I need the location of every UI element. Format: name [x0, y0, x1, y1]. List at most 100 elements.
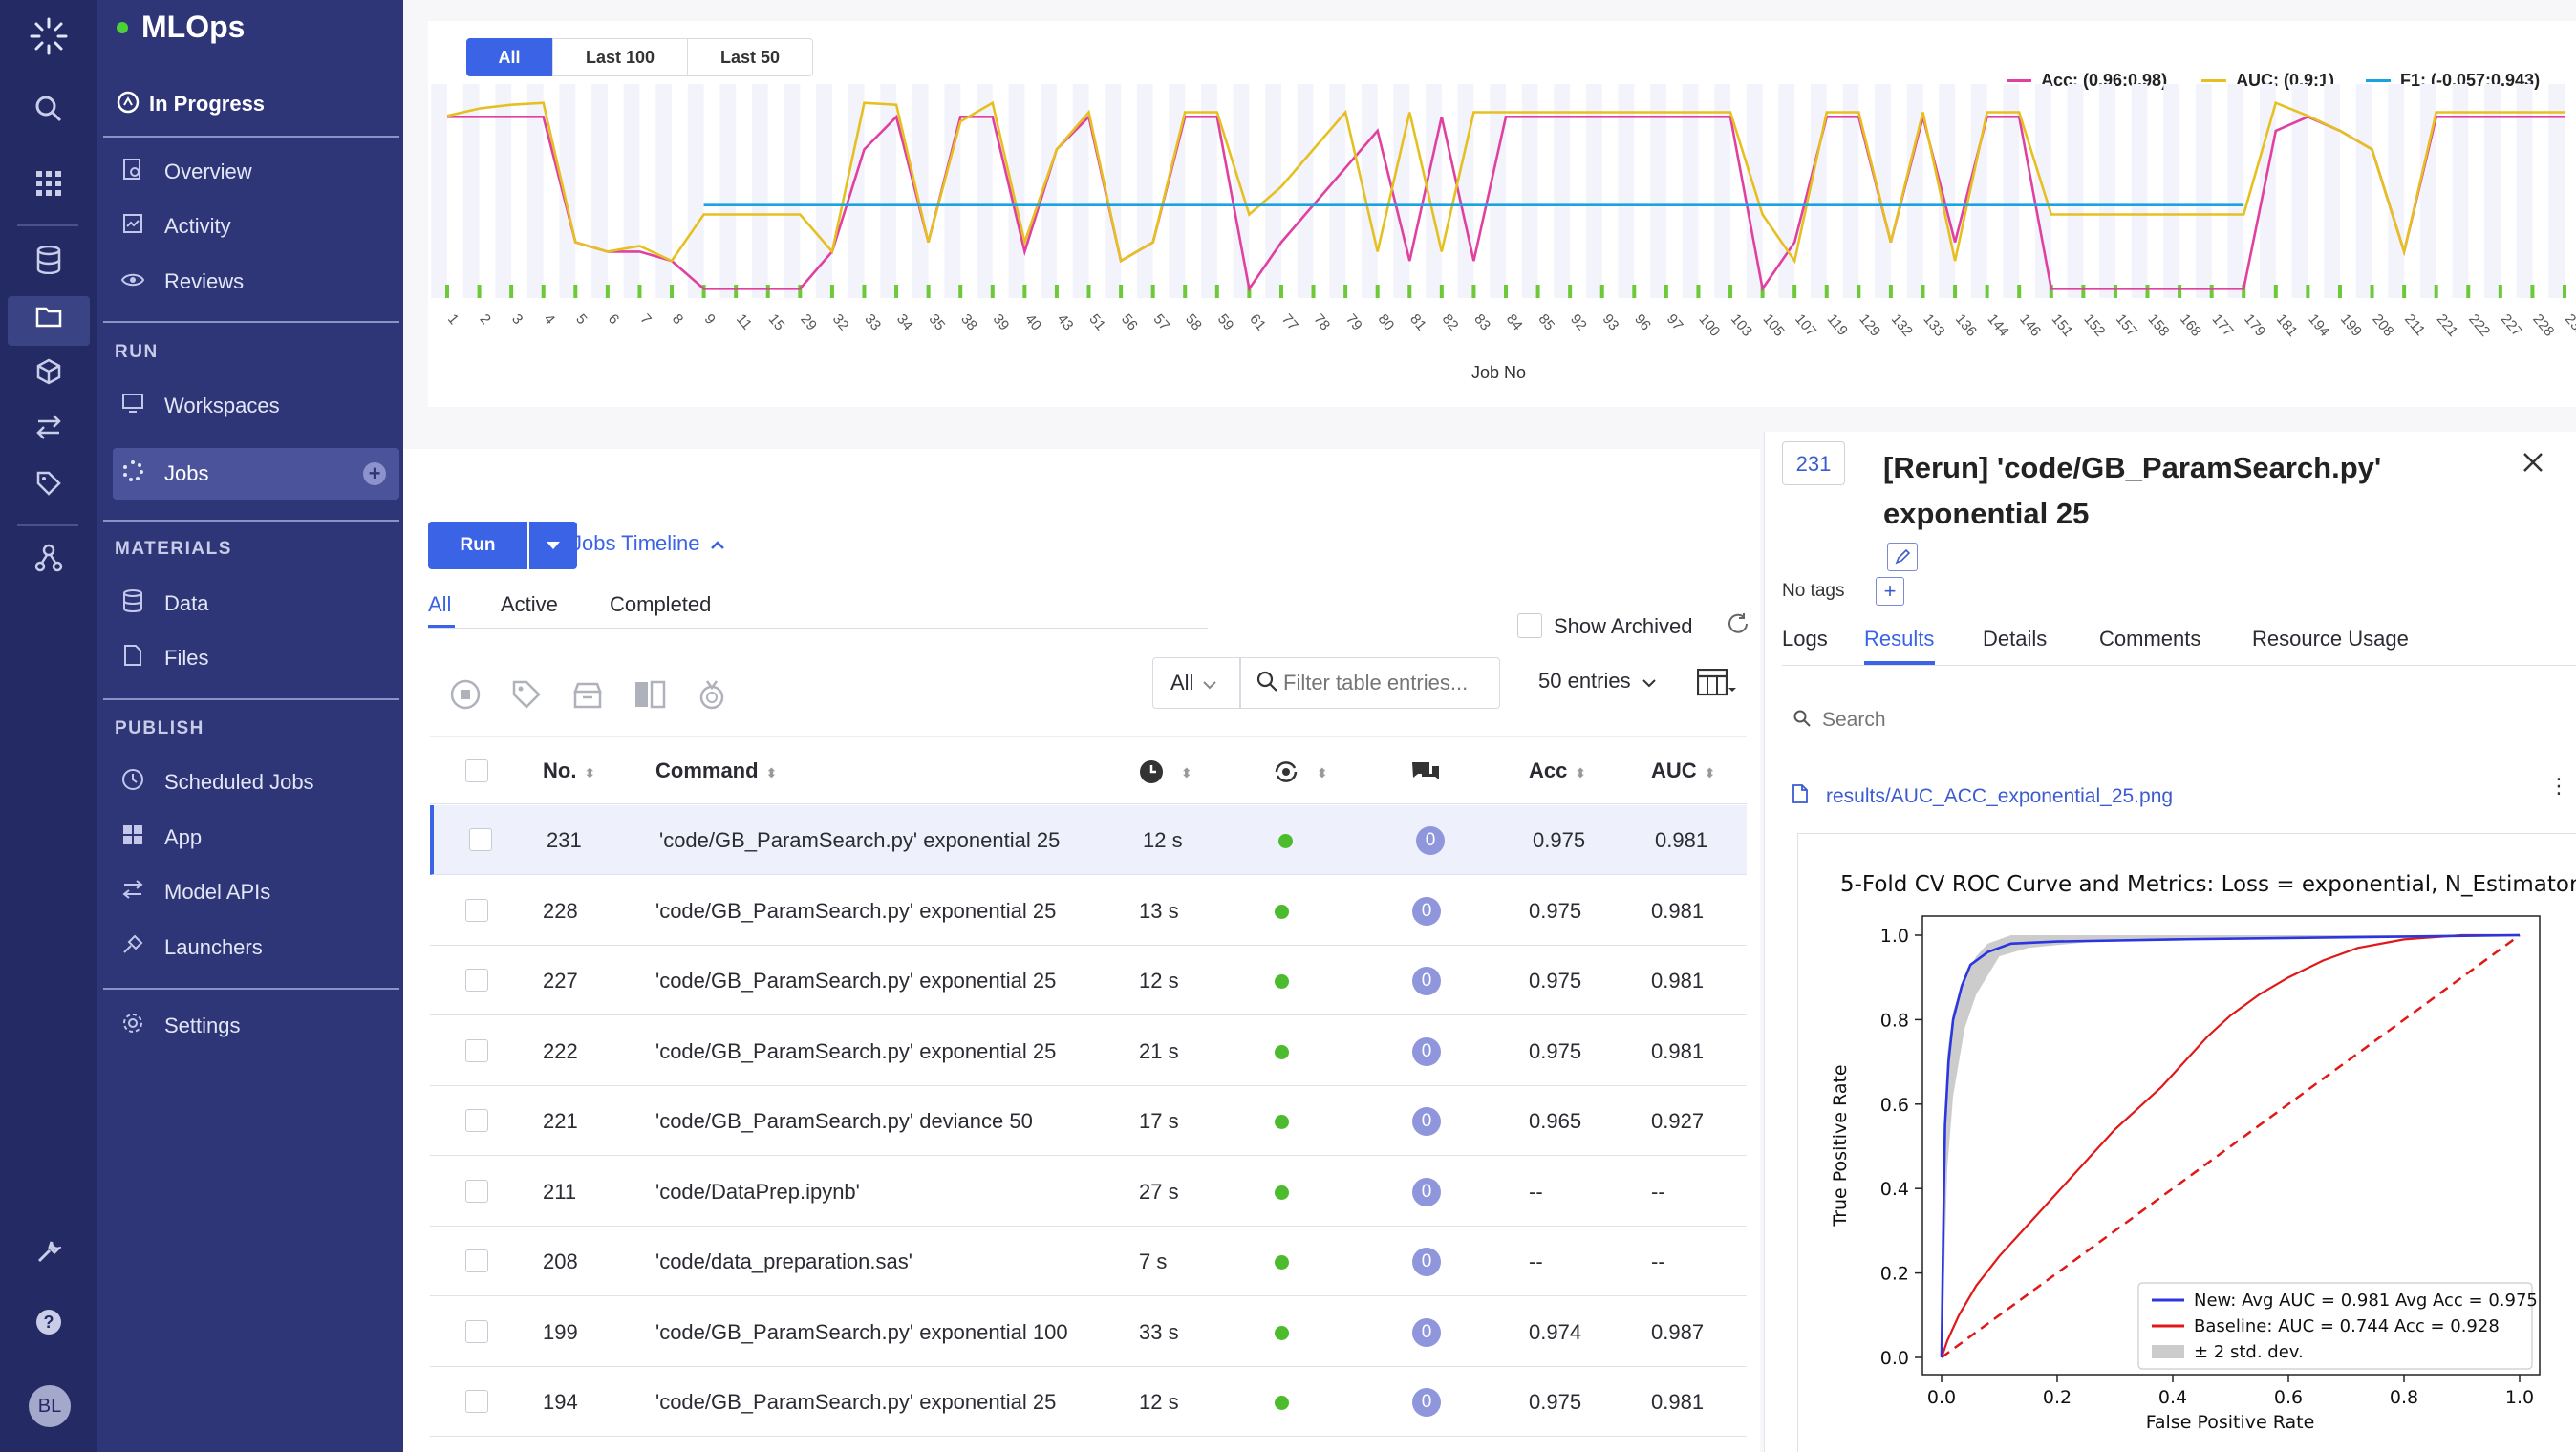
job-command[interactable]: 'code/GB_ParamSearch.py' exponential 25 — [659, 828, 1061, 852]
sidebar-item-model-apis[interactable]: Model APIs — [113, 868, 399, 916]
job-command[interactable]: 'code/DataPrep.ipynb' — [655, 1179, 860, 1204]
tab-active[interactable]: Active — [501, 592, 558, 617]
row-checkbox[interactable] — [465, 1109, 488, 1132]
comment-count-badge[interactable]: 0 — [1412, 1317, 1441, 1347]
col-header-no[interactable]: No. ⬍ — [543, 737, 595, 805]
results-search[interactable] — [1793, 709, 2204, 732]
refresh-icon[interactable] — [1726, 611, 1750, 641]
search-icon[interactable] — [26, 92, 72, 138]
table-row[interactable]: 231 'code/GB_ParamSearch.py' exponential … — [430, 805, 1747, 875]
project-title[interactable]: MLOps — [117, 10, 245, 45]
col-header-status[interactable]: ⬍ — [1273, 737, 1328, 805]
row-checkbox[interactable] — [465, 1249, 488, 1272]
run-dropdown-button[interactable] — [529, 522, 577, 569]
comment-count-badge[interactable]: 0 — [1412, 1107, 1441, 1136]
comment-count-badge[interactable]: 0 — [1412, 896, 1441, 926]
col-header-auc[interactable]: AUC ⬍ — [1651, 737, 1715, 805]
sidebar-item-jobs[interactable]: Jobs + — [113, 448, 399, 500]
status-filter-select[interactable]: All — [1152, 657, 1240, 709]
close-icon[interactable] — [2522, 451, 2544, 479]
result-file-link[interactable]: results/AUC_ACC_exponential_25.png — [1792, 783, 2173, 810]
entries-select[interactable]: 50 entries — [1538, 669, 1656, 694]
table-row[interactable]: 228 'code/GB_ParamSearch.py' exponential … — [430, 875, 1747, 946]
tab-completed[interactable]: Completed — [610, 592, 711, 617]
wrench-icon[interactable] — [26, 1232, 72, 1278]
sidebar-item-workspaces[interactable]: Workspaces — [113, 382, 399, 430]
show-archived-checkbox[interactable] — [1517, 613, 1542, 638]
tab-logs[interactable]: Logs — [1782, 627, 1828, 651]
avatar[interactable]: BL — [29, 1385, 71, 1427]
sidebar-item-data[interactable]: Data — [113, 580, 399, 628]
filter-input[interactable] — [1283, 671, 1495, 695]
tab-comments[interactable]: Comments — [2099, 627, 2200, 651]
timeline-chart[interactable]: 1 2 3 4 5 6 7 8 9 11 15 29 32 33 34 35 38 39 40 43 51 56 57 58 5… — [428, 21, 2576, 407]
transfer-icon[interactable] — [26, 409, 72, 455]
table-row[interactable]: 222 'code/GB_ParamSearch.py' exponential … — [430, 1015, 1747, 1086]
table-row[interactable]: 208 'code/data_preparation.sas' 7 s 0 -- -- — [430, 1227, 1747, 1296]
row-checkbox[interactable] — [465, 898, 488, 922]
jobs-timeline-toggle[interactable]: Jobs Timeline — [571, 531, 725, 556]
sidebar-item-settings[interactable]: Settings — [113, 1002, 399, 1050]
comment-count-badge[interactable]: 0 — [1412, 1177, 1441, 1206]
sidebar-item-scheduled-jobs[interactable]: Scheduled Jobs — [113, 758, 399, 806]
table-row[interactable]: 221 'code/GB_ParamSearch.py' deviance 50 1… — [430, 1086, 1747, 1156]
row-checkbox[interactable] — [465, 1038, 488, 1062]
medal-icon[interactable] — [696, 678, 728, 715]
table-row[interactable]: 227 'code/GB_ParamSearch.py' exponential … — [430, 946, 1747, 1015]
apps-grid-icon[interactable] — [26, 164, 72, 210]
row-checkbox[interactable] — [465, 1319, 488, 1343]
col-header-duration[interactable]: ⬍ — [1139, 737, 1192, 805]
network-icon[interactable] — [26, 541, 72, 587]
archive-icon[interactable] — [571, 678, 604, 715]
table-row[interactable]: 199 'code/GB_ParamSearch.py' exponential … — [430, 1296, 1747, 1367]
add-tag-button[interactable]: + — [1876, 577, 1904, 606]
column-settings-icon[interactable] — [1696, 668, 1737, 702]
filter-search-box[interactable] — [1240, 657, 1500, 709]
job-command[interactable]: 'code/GB_ParamSearch.py' exponential 25 — [655, 898, 1057, 923]
job-command[interactable]: 'code/GB_ParamSearch.py' exponential 25 — [655, 1390, 1057, 1414]
col-header-acc[interactable]: Acc ⬍ — [1529, 737, 1586, 805]
comment-count-badge[interactable]: 0 — [1412, 967, 1441, 995]
tag-icon[interactable] — [26, 464, 72, 510]
select-all-checkbox[interactable] — [465, 759, 488, 782]
job-command[interactable]: 'code/GB_ParamSearch.py' deviance 50 — [655, 1109, 1033, 1133]
job-command[interactable]: 'code/GB_ParamSearch.py' exponential 25 — [655, 1038, 1057, 1063]
tab-results[interactable]: Results — [1864, 627, 1934, 651]
job-command[interactable]: 'code/data_preparation.sas' — [655, 1249, 912, 1273]
stop-icon[interactable] — [449, 678, 482, 715]
row-checkbox[interactable] — [469, 828, 492, 851]
compare-icon[interactable] — [633, 678, 667, 715]
tab-details[interactable]: Details — [1983, 627, 2047, 651]
comment-count-badge[interactable]: 0 — [1416, 826, 1445, 855]
table-row[interactable]: 211 'code/DataPrep.ipynb' 27 s 0 -- -- — [430, 1156, 1747, 1227]
more-options-icon[interactable]: ⋮ — [2548, 774, 2569, 798]
results-search-input[interactable] — [1822, 709, 2204, 732]
sidebar-item-overview[interactable]: Overview — [113, 148, 399, 196]
comment-count-badge[interactable]: 0 — [1412, 1248, 1441, 1276]
sidebar-item-files[interactable]: Files — [113, 634, 399, 682]
col-header-command[interactable]: Command ⬍ — [655, 737, 777, 805]
add-job-icon[interactable]: + — [363, 462, 386, 485]
data-stack-icon[interactable] — [26, 243, 72, 288]
row-checkbox[interactable] — [465, 1179, 488, 1203]
run-status[interactable]: In Progress — [113, 80, 399, 128]
edit-title-icon[interactable] — [1887, 543, 1918, 571]
row-checkbox[interactable] — [465, 1390, 488, 1413]
filter-last50-button[interactable]: Last 50 — [687, 38, 813, 76]
comment-count-badge[interactable]: 0 — [1412, 1388, 1441, 1417]
logo-icon[interactable] — [26, 15, 72, 61]
help-icon[interactable]: ? — [26, 1305, 72, 1351]
sidebar-item-launchers[interactable]: Launchers — [113, 924, 399, 972]
row-checkbox[interactable] — [465, 969, 488, 992]
filter-all-button[interactable]: All — [466, 38, 552, 76]
job-command[interactable]: 'code/GB_ParamSearch.py' exponential 25 — [655, 969, 1057, 993]
cube-icon[interactable] — [26, 353, 72, 399]
run-button[interactable]: Run — [428, 522, 527, 569]
comment-count-badge[interactable]: 0 — [1412, 1036, 1441, 1066]
sidebar-item-reviews[interactable]: Reviews — [113, 258, 399, 306]
folder-icon[interactable] — [8, 296, 90, 346]
tab-all[interactable]: All — [428, 592, 451, 617]
tag-icon[interactable] — [510, 678, 543, 715]
sidebar-item-app[interactable]: App — [113, 814, 399, 862]
tab-resource-usage[interactable]: Resource Usage — [2252, 627, 2409, 651]
